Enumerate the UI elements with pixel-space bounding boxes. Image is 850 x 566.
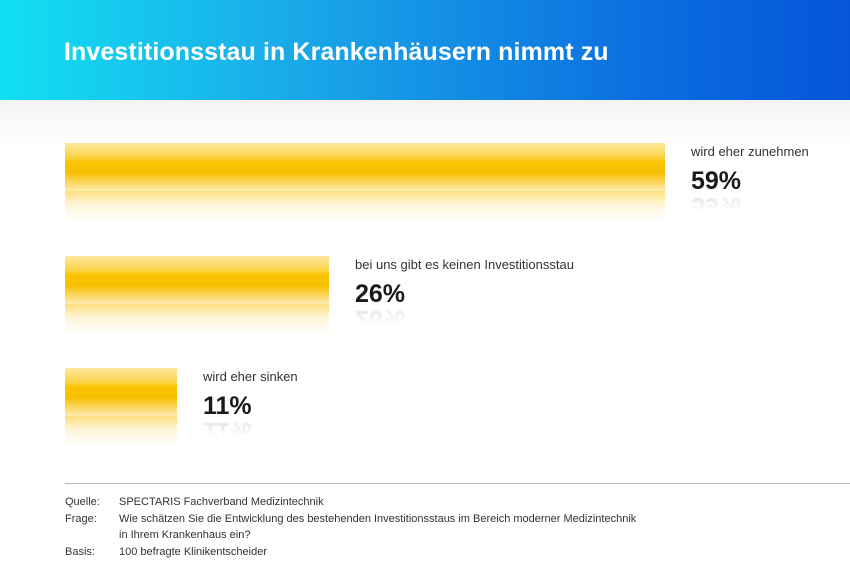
question-label: Frage: [65, 513, 97, 525]
bar-reflection-row-1 [65, 191, 665, 221]
basis-text: 100 befragte Klinikentscheider [119, 546, 267, 558]
value-reflection-row-1: 59% [691, 192, 742, 220]
source-label: Quelle: [65, 496, 100, 508]
title-banner: Investitionsstau in Krankenhäusern nimmt… [0, 0, 850, 100]
bar-reflection-row-3 [65, 416, 177, 446]
question-text-continued: in Ihrem Krankenhaus ein? [119, 529, 251, 541]
bar-reflection-row-2 [65, 304, 329, 334]
value-reflection-row-3: 11% [203, 417, 252, 445]
category-label-row-1: wird eher zunehmen [691, 144, 809, 159]
category-label-row-3: wird eher sinken [203, 369, 298, 384]
value-reflection-row-2: 26% [355, 305, 406, 333]
chart-title: Investitionsstau in Krankenhäusern nimmt… [64, 38, 609, 66]
category-label-row-2: bei uns gibt es keinen Investitionsstau [355, 257, 574, 272]
value-label-row-1: 59% [691, 167, 742, 195]
bar-row-1 [65, 143, 665, 191]
footer-source: Quelle: SPECTARIS Fachverband Medizintech… [65, 496, 324, 508]
footer-divider [65, 483, 850, 484]
bar-row-3 [65, 368, 177, 416]
footer-question: Frage: Wie schätzen Sie die Entwicklung d… [65, 513, 636, 525]
value-label-row-3: 11% [203, 392, 252, 420]
bar-row-2 [65, 256, 329, 304]
value-label-row-2: 26% [355, 280, 406, 308]
source-text: SPECTARIS Fachverband Medizintechnik [119, 496, 324, 508]
basis-label: Basis: [65, 546, 95, 558]
question-text: Wie schätzen Sie die Entwicklung des bes… [119, 513, 637, 525]
footer-basis: Basis: 100 befragte Klinikentscheider [65, 546, 267, 558]
